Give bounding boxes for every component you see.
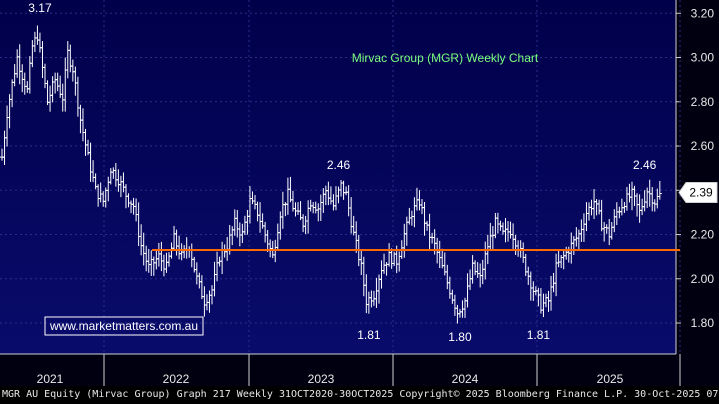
chart-title: Mirvac Group (MGR) Weekly Chart <box>352 51 539 65</box>
ohlc-bars <box>0 25 662 324</box>
x-tick-label: 2021 <box>37 372 64 386</box>
last-price-label: 2.39 <box>689 185 713 199</box>
watermark-text: www.marketmatters.com.au <box>49 319 198 333</box>
price-annotation: 1.81 <box>357 328 381 342</box>
x-tick-label: 2023 <box>308 372 335 386</box>
y-tick-label: 2.80 <box>691 95 715 109</box>
chart-background <box>0 0 719 386</box>
footer-bar: MGR AU Equity (Mirvac Group) Graph 217 W… <box>0 386 719 404</box>
last-price-tag <box>678 181 718 203</box>
ohlc-bar <box>657 180 662 200</box>
x-tick-label: 2024 <box>452 372 479 386</box>
y-tick-label: 1.80 <box>691 316 715 330</box>
x-axis-panel <box>0 354 719 386</box>
y-tick-label: 2.60 <box>691 139 715 153</box>
y-tick-label: 2.00 <box>691 272 715 286</box>
price-chart: 3.203.002.802.602.402.202.001.8020212022… <box>0 0 719 386</box>
footer-text: MGR AU Equity (Mirvac Group) Graph 217 W… <box>2 389 719 400</box>
price-annotation: 2.46 <box>633 158 657 172</box>
y-tick-label: 3.20 <box>691 6 715 20</box>
watermark-box <box>44 316 204 336</box>
x-tick-label: 2022 <box>163 372 190 386</box>
y-tick-label: 3.00 <box>691 51 715 65</box>
x-tick-label: 2025 <box>597 372 624 386</box>
y-tick-label: 2.20 <box>691 228 715 242</box>
price-annotation: 1.80 <box>448 330 472 344</box>
price-annotation: 1.81 <box>527 328 551 342</box>
price-annotation: 2.46 <box>327 158 351 172</box>
price-annotation: 3.17 <box>28 1 52 15</box>
